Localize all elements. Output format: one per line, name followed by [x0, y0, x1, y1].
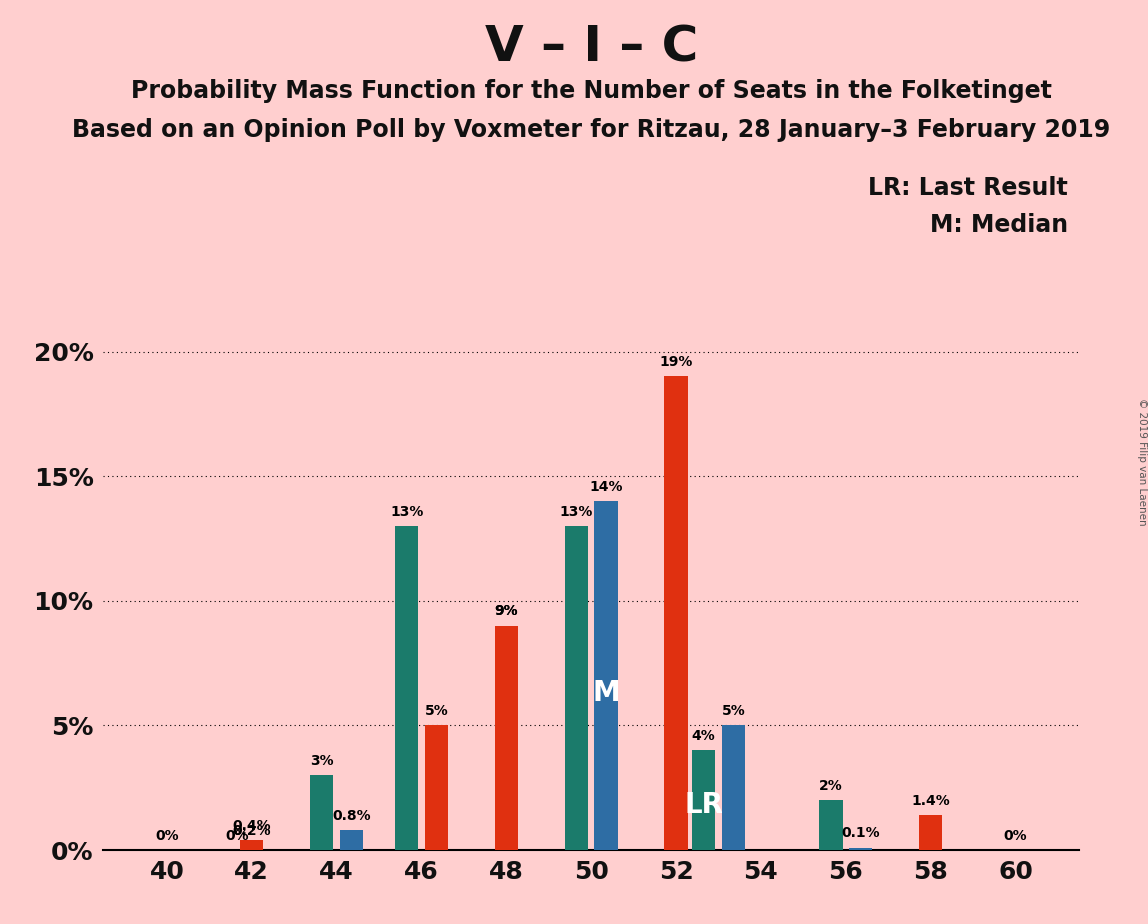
Text: 4%: 4% [692, 729, 715, 743]
Bar [425, 725, 448, 850]
Bar [495, 626, 518, 850]
Bar [850, 847, 872, 850]
Bar [310, 775, 333, 850]
Text: 9%: 9% [495, 604, 518, 618]
Bar [918, 815, 943, 850]
Text: 5%: 5% [721, 704, 745, 718]
Bar [722, 725, 745, 850]
Text: 13%: 13% [390, 505, 424, 518]
Text: 0.1%: 0.1% [841, 826, 879, 840]
Text: Based on an Opinion Poll by Voxmeter for Ritzau, 28 January–3 February 2019: Based on an Opinion Poll by Voxmeter for… [72, 118, 1110, 142]
Text: LR: Last Result: LR: Last Result [868, 176, 1068, 200]
Bar [665, 376, 688, 850]
Bar [495, 626, 518, 850]
Bar [240, 840, 264, 850]
Bar [340, 830, 363, 850]
Text: © 2019 Filip van Laenen: © 2019 Filip van Laenen [1138, 398, 1147, 526]
Text: 14%: 14% [589, 480, 623, 493]
Text: V – I – C: V – I – C [484, 23, 698, 71]
Text: 13%: 13% [560, 505, 594, 518]
Text: 9%: 9% [495, 604, 518, 618]
Bar [692, 750, 715, 850]
Text: LR: LR [684, 791, 723, 820]
Text: M: Median: M: Median [930, 213, 1068, 237]
Text: 1.4%: 1.4% [912, 794, 951, 808]
Bar [565, 526, 588, 850]
Text: 0%: 0% [1003, 829, 1027, 843]
Bar [820, 800, 843, 850]
Bar [595, 501, 618, 850]
Bar [240, 845, 264, 850]
Text: 0.4%: 0.4% [233, 819, 271, 833]
Text: 0.2%: 0.2% [233, 823, 271, 838]
Text: M: M [592, 679, 620, 707]
Text: 0%: 0% [225, 829, 249, 843]
Text: 5%: 5% [425, 704, 448, 718]
Text: 0%: 0% [155, 829, 179, 843]
Text: 2%: 2% [819, 779, 843, 793]
Text: 3%: 3% [310, 754, 334, 768]
Text: 19%: 19% [659, 355, 692, 369]
Text: Probability Mass Function for the Number of Seats in the Folketinget: Probability Mass Function for the Number… [131, 79, 1052, 103]
Bar [395, 526, 418, 850]
Text: 0.8%: 0.8% [332, 808, 371, 822]
